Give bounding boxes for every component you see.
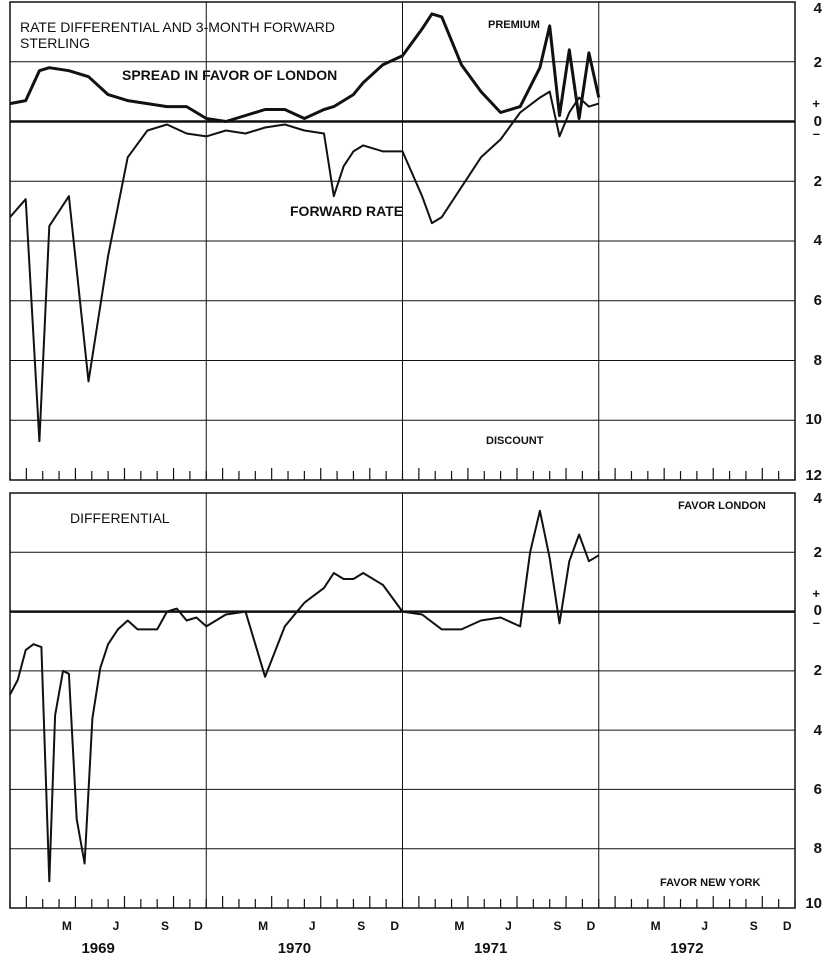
bottom-y-tick: 10 [805,895,822,912]
top-panel-minor-ticks [9,468,796,480]
x-axis-year-labels: 1969 1970 1971 1972 [81,940,703,957]
month-label: D [587,919,596,933]
top-chart-title: RATE DIFFERENTIAL AND 3-MONTH FORWARD [20,19,335,35]
favor-new-york-annotation: FAVOR NEW YORK [660,877,760,889]
year-label: 1972 [670,940,703,957]
top-y-tick: + [812,96,820,111]
top-y-tick: 2 [814,54,822,71]
top-y-tick: 2 [814,173,822,190]
bottom-panel-grid [9,492,796,909]
month-label: S [750,919,758,933]
bottom-y-tick: 2 [814,662,822,679]
bottom-y-tick: – [813,615,820,630]
top-y-tick: 4 [814,0,823,17]
top-y-tick: 0 [814,113,822,130]
forward-rate-series-line [9,90,600,443]
month-label: D [783,919,792,933]
differential-series-line [9,509,600,883]
bottom-panel-minor-ticks [9,896,796,908]
top-chart-subtitle: STERLING [20,35,90,51]
top-y-tick: – [813,126,820,141]
bottom-y-tick: 6 [814,781,822,798]
month-label: D [390,919,399,933]
bottom-y-tick: 0 [814,602,822,619]
top-y-tick: 6 [814,292,822,309]
month-label: J [309,919,316,933]
top-y-tick: 4 [814,232,823,249]
year-label: 1971 [474,940,507,957]
bottom-y-tick: 4 [814,722,823,739]
top-panel-y-tick-labels: 4 2 + 0 – 2 4 6 8 10 12 [805,0,822,484]
bottom-y-tick: 2 [814,544,822,561]
bottom-y-tick: + [812,586,820,601]
month-label: M [62,919,72,933]
top-y-tick: 12 [805,467,822,484]
month-label: D [194,919,203,933]
spread-series-line [9,12,601,123]
discount-annotation: DISCOUNT [486,435,544,447]
month-label: M [454,919,464,933]
bottom-chart-title: DIFFERENTIAL [70,510,170,526]
top-y-tick: 10 [805,411,822,428]
bottom-panel-y-tick-labels: 4 2 + 0 – 2 4 6 8 10 [805,490,822,912]
month-label: M [651,919,661,933]
month-label: J [113,919,120,933]
bottom-y-tick: 4 [814,490,823,507]
spread-series-label: SPREAD IN FAVOR OF LONDON [122,67,337,83]
bottom-y-tick: 8 [814,840,822,857]
month-label: S [554,919,562,933]
month-label: M [258,919,268,933]
premium-annotation: PREMIUM [488,19,540,31]
year-label: 1969 [81,940,114,957]
favor-london-annotation: FAVOR LONDON [678,500,766,512]
month-label: J [701,919,708,933]
top-y-tick: 8 [814,352,822,369]
month-label: S [357,919,365,933]
year-label: 1970 [278,940,311,957]
month-label: S [161,919,169,933]
forward-rate-series-label: FORWARD RATE [290,203,403,219]
month-label: J [505,919,512,933]
